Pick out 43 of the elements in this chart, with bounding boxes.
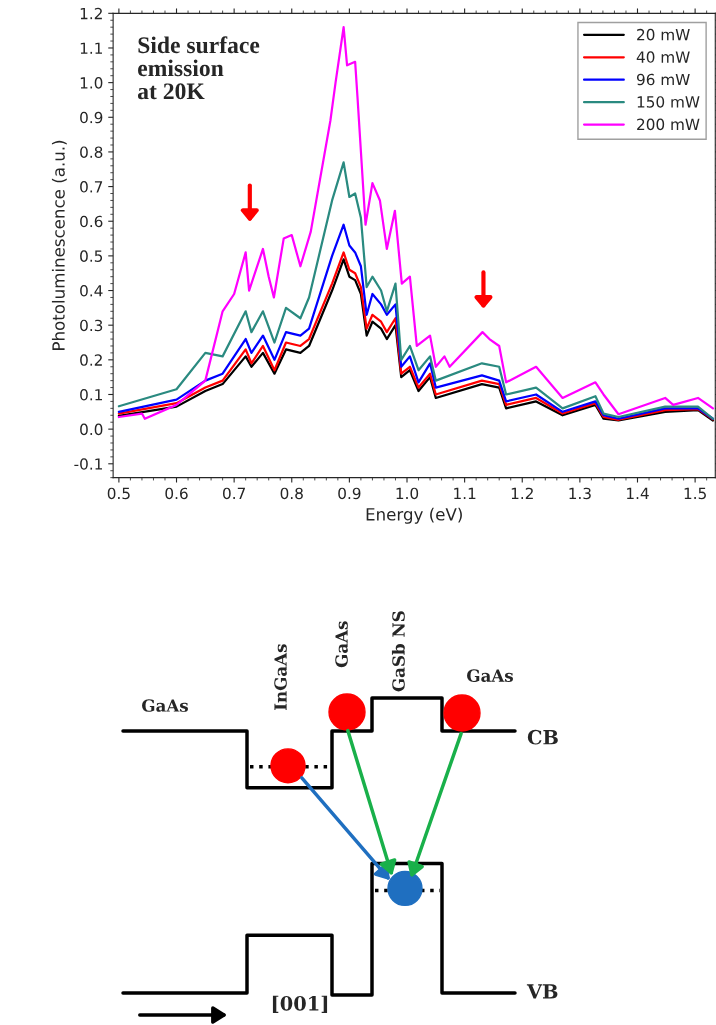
legend-label: 20 mW xyxy=(637,28,690,41)
text: GaAs xyxy=(467,669,513,682)
text: GaAs xyxy=(335,621,348,668)
text: VB xyxy=(526,984,558,999)
y-tick-label: 0.6 xyxy=(80,215,103,228)
x-tick-label: 1.0 xyxy=(396,487,419,500)
y-tick-label: 0.3 xyxy=(80,319,103,332)
legend-label: 40 mW xyxy=(636,51,690,63)
y-tick-label: 1.2 xyxy=(80,7,102,20)
y-tick-label: 0.5 xyxy=(80,250,103,262)
text: CB xyxy=(527,729,558,745)
y-tick-label: 0.2 xyxy=(80,354,102,366)
y-tick-label: 1.0 xyxy=(80,77,103,89)
x-tick-label: 1.5 xyxy=(684,487,706,500)
x-tick-label: 1.4 xyxy=(627,487,649,499)
x-tick-label: 0.5 xyxy=(107,487,130,500)
text: GaSb NS xyxy=(391,611,405,692)
line-series xyxy=(117,26,715,420)
x-tick-label: 1.3 xyxy=(569,487,591,500)
annotation: Side surface emission at 20K xyxy=(137,36,260,100)
y-tick-label: -0.1 xyxy=(74,458,102,470)
legend-label: 200 mW xyxy=(637,118,700,131)
y-tick-label: 0.7 xyxy=(80,181,103,193)
y-tick-label: 1.1 xyxy=(80,42,102,54)
x-tick-label: 1.1 xyxy=(454,487,476,499)
y-tick-label: 0.0 xyxy=(80,423,103,436)
y-axis-title: Photoluminescence (a.u.) xyxy=(51,140,67,350)
text: [001] xyxy=(272,995,328,1013)
x-tick-label: 0.6 xyxy=(165,487,188,500)
y-tick-label: 0.9 xyxy=(80,111,103,124)
x-tick-label: 0.9 xyxy=(338,487,361,500)
x-tick-label: 1.2 xyxy=(511,487,533,499)
y-tick-label: 0.4 xyxy=(80,285,103,297)
y-tick-label: 0.1 xyxy=(80,388,102,401)
x-tick-label: 0.7 xyxy=(222,487,245,500)
line-series xyxy=(117,161,715,420)
legend-label: 150 mW xyxy=(637,96,700,108)
x-tick-label: 0.8 xyxy=(280,487,303,500)
text: GaAs xyxy=(142,699,188,712)
legend-label: 96 mW xyxy=(636,73,690,86)
y-tick-label: 0.8 xyxy=(80,146,103,158)
x-axis-title: Energy (eV) xyxy=(366,507,462,524)
text: InGaAs xyxy=(274,644,287,710)
